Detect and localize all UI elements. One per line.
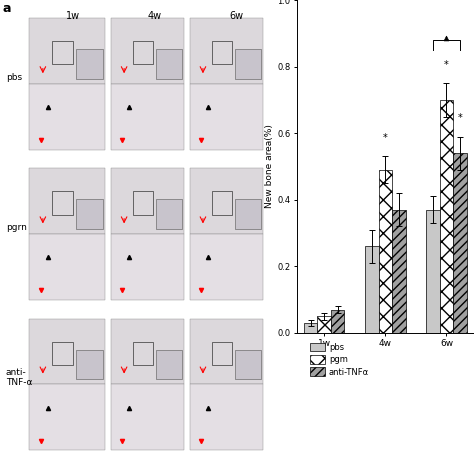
Bar xyxy=(76,349,103,379)
Bar xyxy=(392,210,406,333)
Bar xyxy=(331,309,345,333)
Bar xyxy=(453,153,467,333)
Legend: pbs, pgm, anti-TNFα: pbs, pgm, anti-TNFα xyxy=(310,343,369,377)
Text: 4w: 4w xyxy=(148,11,162,21)
Text: a: a xyxy=(3,2,11,15)
Bar xyxy=(111,168,184,234)
Bar xyxy=(190,84,263,150)
Text: 1w: 1w xyxy=(66,11,80,21)
Bar xyxy=(235,49,261,79)
Bar xyxy=(304,323,318,333)
Bar xyxy=(190,384,263,450)
Bar xyxy=(440,100,453,333)
Bar xyxy=(29,234,105,300)
Bar xyxy=(29,384,105,450)
Bar xyxy=(235,349,261,379)
Bar xyxy=(235,199,261,229)
Bar xyxy=(426,210,440,333)
Bar xyxy=(190,168,263,234)
Bar xyxy=(52,41,73,65)
Bar xyxy=(212,192,232,215)
Bar xyxy=(365,246,379,333)
Bar xyxy=(111,18,184,84)
Bar xyxy=(29,318,105,384)
Bar xyxy=(111,318,184,384)
Bar xyxy=(190,18,263,84)
Bar xyxy=(133,41,153,65)
Text: anti-
TNF-α: anti- TNF-α xyxy=(6,368,32,387)
Text: *: * xyxy=(457,113,462,123)
Bar xyxy=(190,318,263,384)
Text: 6w: 6w xyxy=(229,11,244,21)
Text: *: * xyxy=(444,60,449,70)
Bar xyxy=(52,342,73,365)
Bar xyxy=(76,199,103,229)
Bar xyxy=(111,384,184,450)
Bar xyxy=(212,342,232,365)
Bar xyxy=(111,234,184,300)
Text: pgrn: pgrn xyxy=(6,223,27,232)
Bar xyxy=(29,84,105,150)
Bar xyxy=(156,199,182,229)
Bar xyxy=(29,168,105,234)
Y-axis label: New bone area(%): New bone area(%) xyxy=(265,125,274,208)
Bar xyxy=(318,316,331,333)
Text: pbs: pbs xyxy=(6,73,22,82)
Bar xyxy=(379,170,392,333)
Bar xyxy=(111,84,184,150)
Bar xyxy=(190,234,263,300)
Bar xyxy=(76,49,103,79)
Bar xyxy=(52,192,73,215)
Bar xyxy=(29,18,105,84)
Bar xyxy=(133,192,153,215)
Text: *: * xyxy=(383,133,388,143)
Bar xyxy=(133,342,153,365)
Bar xyxy=(156,49,182,79)
Bar xyxy=(212,41,232,65)
Bar xyxy=(156,349,182,379)
